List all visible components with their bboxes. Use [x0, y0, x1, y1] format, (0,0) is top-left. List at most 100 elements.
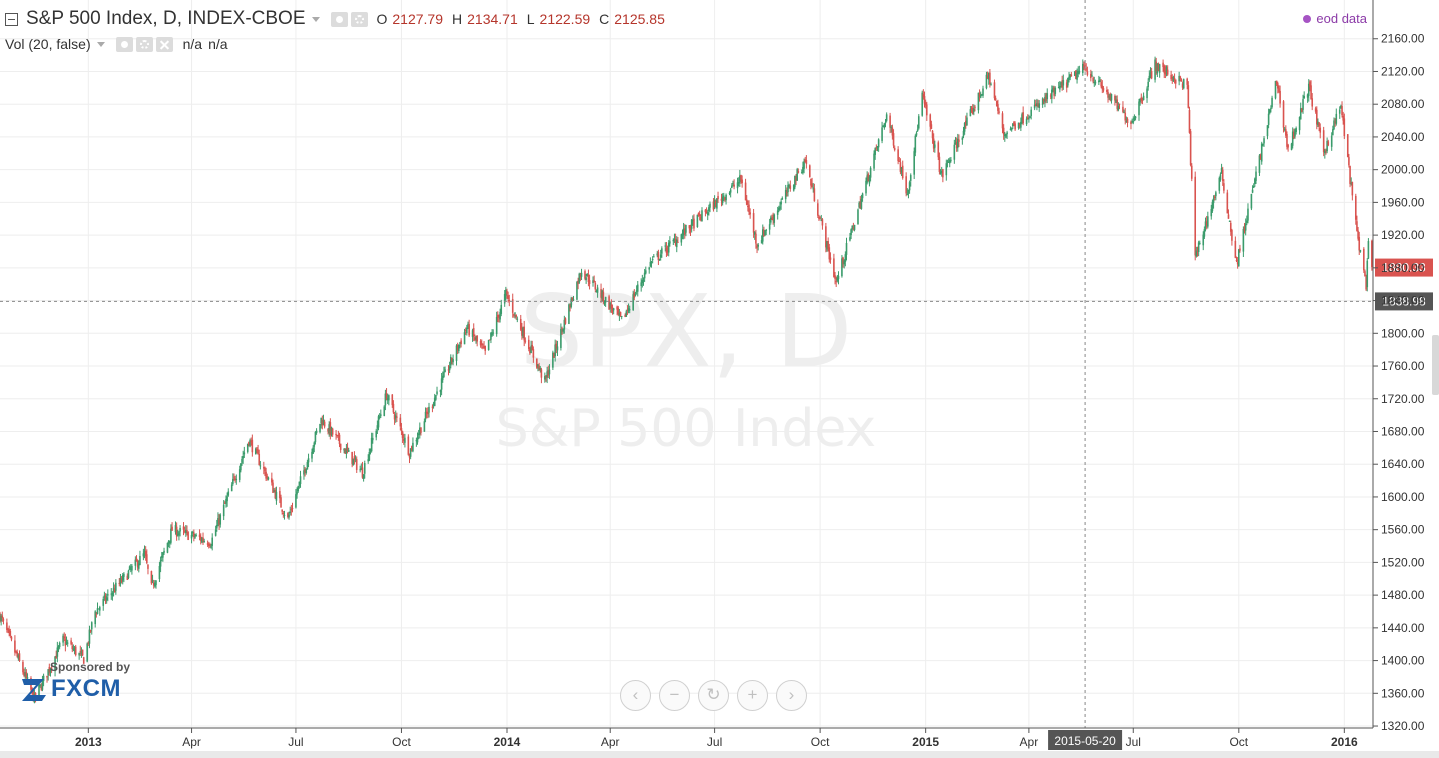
- scroll-right-button[interactable]: ›: [776, 680, 807, 711]
- candle-body: [297, 485, 300, 492]
- candle-body: [610, 304, 613, 309]
- candle-body: [1022, 112, 1024, 124]
- candle-body: [329, 422, 332, 436]
- scroll-left-button[interactable]: ‹: [620, 680, 651, 711]
- candle-body: [354, 458, 357, 460]
- candle-body: [362, 474, 365, 480]
- candle-body: [1358, 236, 1361, 251]
- zoom-out-button[interactable]: −: [659, 680, 690, 711]
- candle-body: [179, 527, 181, 532]
- candle-body: [532, 349, 535, 358]
- candle-body: [1266, 125, 1269, 137]
- candle-body: [594, 282, 597, 290]
- close-value: 2125.85: [614, 11, 665, 27]
- chart-grid: [0, 0, 1373, 728]
- candle-body: [982, 88, 984, 96]
- candle-body: [795, 177, 797, 181]
- visibility-eye-icon[interactable]: [115, 36, 133, 52]
- y-tick-label: 1760.00: [1381, 359, 1425, 373]
- candle-body: [1084, 65, 1086, 67]
- candle-body: [359, 469, 361, 471]
- candle-body: [876, 146, 879, 149]
- candle-body: [307, 458, 310, 463]
- candle-body: [561, 328, 563, 330]
- candle-body: [1001, 113, 1004, 129]
- candle-body: [1324, 150, 1326, 153]
- candle-body: [24, 672, 27, 677]
- candle-body: [174, 525, 177, 533]
- candle-body: [725, 194, 727, 201]
- candle-body: [506, 290, 508, 295]
- candle-body: [781, 198, 784, 200]
- candle-body: [321, 419, 324, 426]
- volume-study-label[interactable]: Vol (20, false): [5, 36, 91, 52]
- y-tick-label: 2160.00: [1381, 32, 1425, 46]
- candle-body: [304, 469, 306, 473]
- candle-body: [226, 496, 228, 502]
- candle-body: [587, 274, 590, 282]
- settings-gear-icon[interactable]: [350, 11, 368, 27]
- zoom-in-button[interactable]: +: [737, 680, 768, 711]
- candle-body: [1286, 133, 1288, 147]
- candle-body: [1349, 166, 1351, 184]
- candle-body: [1350, 182, 1353, 184]
- candle-body: [946, 161, 949, 163]
- candle-body: [456, 345, 459, 351]
- candle-body: [882, 125, 885, 127]
- candle-body: [794, 175, 796, 188]
- candle-body: [159, 560, 162, 567]
- candle-body: [1267, 113, 1270, 125]
- symbol-title[interactable]: S&P 500 Index, D, INDEX-CBOE: [26, 8, 306, 29]
- candle-body: [853, 224, 856, 230]
- y-tick-label: 1720.00: [1381, 392, 1425, 406]
- candle-body: [993, 82, 996, 99]
- candle-body: [343, 448, 345, 451]
- candle-body: [383, 406, 386, 416]
- y-tick-label: 1480.00: [1381, 588, 1425, 602]
- candle-body: [1205, 221, 1208, 226]
- candle-body: [563, 319, 566, 330]
- candle-body: [704, 209, 707, 213]
- candle-body: [22, 662, 24, 673]
- remove-study-close-icon[interactable]: [155, 36, 173, 52]
- candle-body: [214, 529, 217, 536]
- candle-body: [1131, 121, 1133, 123]
- candle-body: [772, 217, 774, 221]
- candle-body: [146, 554, 148, 564]
- sponsor-badge[interactable]: Sponsored by FXCM: [20, 660, 130, 703]
- candle-body: [688, 225, 691, 229]
- low-value: 2122.59: [539, 11, 591, 27]
- candle-body: [948, 159, 951, 164]
- candle-body: [749, 212, 751, 215]
- candle-body: [10, 636, 13, 640]
- candle-body: [201, 538, 203, 543]
- collapse-legend-icon[interactable]: [5, 12, 18, 26]
- candle-body: [1082, 63, 1084, 73]
- candle-body: [385, 393, 388, 400]
- candle-body: [47, 669, 49, 676]
- candle-body: [1060, 82, 1062, 85]
- candle-body: [955, 141, 958, 149]
- candle-body: [487, 339, 490, 350]
- candle-body: [1229, 222, 1232, 232]
- candle-body: [296, 491, 298, 495]
- candle-body: [930, 124, 933, 129]
- candle-body: [672, 239, 675, 242]
- close-key: C: [599, 11, 610, 27]
- reset-chart-button[interactable]: ↻: [698, 680, 729, 711]
- candle-body: [1246, 220, 1248, 223]
- visibility-eye-icon[interactable]: [330, 11, 348, 27]
- fxcm-logo[interactable]: FXCM: [20, 675, 130, 703]
- candle-body: [313, 442, 316, 447]
- candle-body: [1122, 106, 1124, 112]
- candle-body: [947, 161, 950, 163]
- candle-body: [393, 414, 396, 420]
- chevron-down-icon[interactable]: [96, 41, 105, 47]
- chevron-down-icon[interactable]: [311, 16, 320, 22]
- candle-body: [860, 198, 863, 209]
- candle-body: [1213, 196, 1216, 199]
- settings-gear-icon[interactable]: [135, 36, 153, 52]
- candle-body: [217, 517, 219, 527]
- right-scroll-handle[interactable]: [1432, 335, 1439, 395]
